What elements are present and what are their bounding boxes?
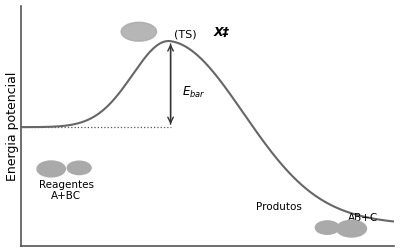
Text: (TS): (TS) — [174, 29, 197, 39]
Text: X‡: X‡ — [214, 26, 229, 39]
Y-axis label: Energia potencial: Energia potencial — [6, 71, 18, 181]
Text: Produtos: Produtos — [256, 202, 302, 212]
Text: Reagentes: Reagentes — [39, 180, 94, 191]
Text: AB+C: AB+C — [348, 213, 378, 223]
Circle shape — [315, 221, 339, 234]
Circle shape — [37, 161, 65, 177]
Ellipse shape — [121, 22, 156, 41]
Text: $E_{bar}$: $E_{bar}$ — [182, 85, 205, 100]
Text: A+BC: A+BC — [51, 191, 81, 201]
Circle shape — [67, 161, 91, 175]
Circle shape — [337, 220, 366, 237]
